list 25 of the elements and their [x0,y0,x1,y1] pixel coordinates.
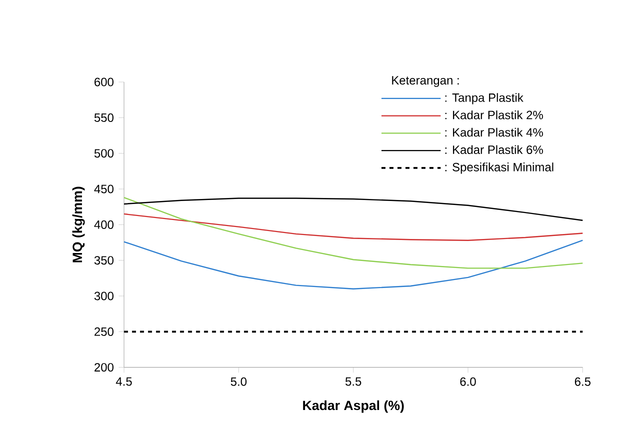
y-tick-label: 300 [94,292,114,300]
legend-label: : Kadar Plastik 2% [445,110,543,120]
line-series [123,198,584,221]
x-tick-label: 6.0 [460,377,476,386]
y-tick-label: 200 [94,363,114,372]
legend-label: : Spesifikasi Minimal [445,162,554,174]
y-tick-label: 250 [94,327,114,336]
x-tick-label: 6.5 [574,377,590,386]
x-tick-label: 5.5 [345,377,362,386]
x-tick-label: 4.5 [116,377,132,386]
y-tick-label: 400 [94,220,114,229]
y-tick-label: 500 [94,149,114,158]
y-tick-label: 600 [94,78,114,86]
legend-label: : Kadar Plastik 4% [445,128,543,137]
y-tick-label: 550 [94,113,114,122]
y-tick-label: 450 [94,184,114,194]
line-series [123,240,584,290]
line-series [123,196,584,269]
x-tick-label: 5.0 [230,377,247,386]
legend-label: : Kadar Plastik 6% [445,145,543,154]
legend-label: : Tanpa Plastik [445,93,524,104]
x-axis-title: Kadar Aspal (%) [303,400,404,413]
y-tick-label: 350 [94,256,114,265]
y-axis-title: MQ (kg/mm) [72,186,85,262]
legend-title: Keterangan : [392,76,459,87]
